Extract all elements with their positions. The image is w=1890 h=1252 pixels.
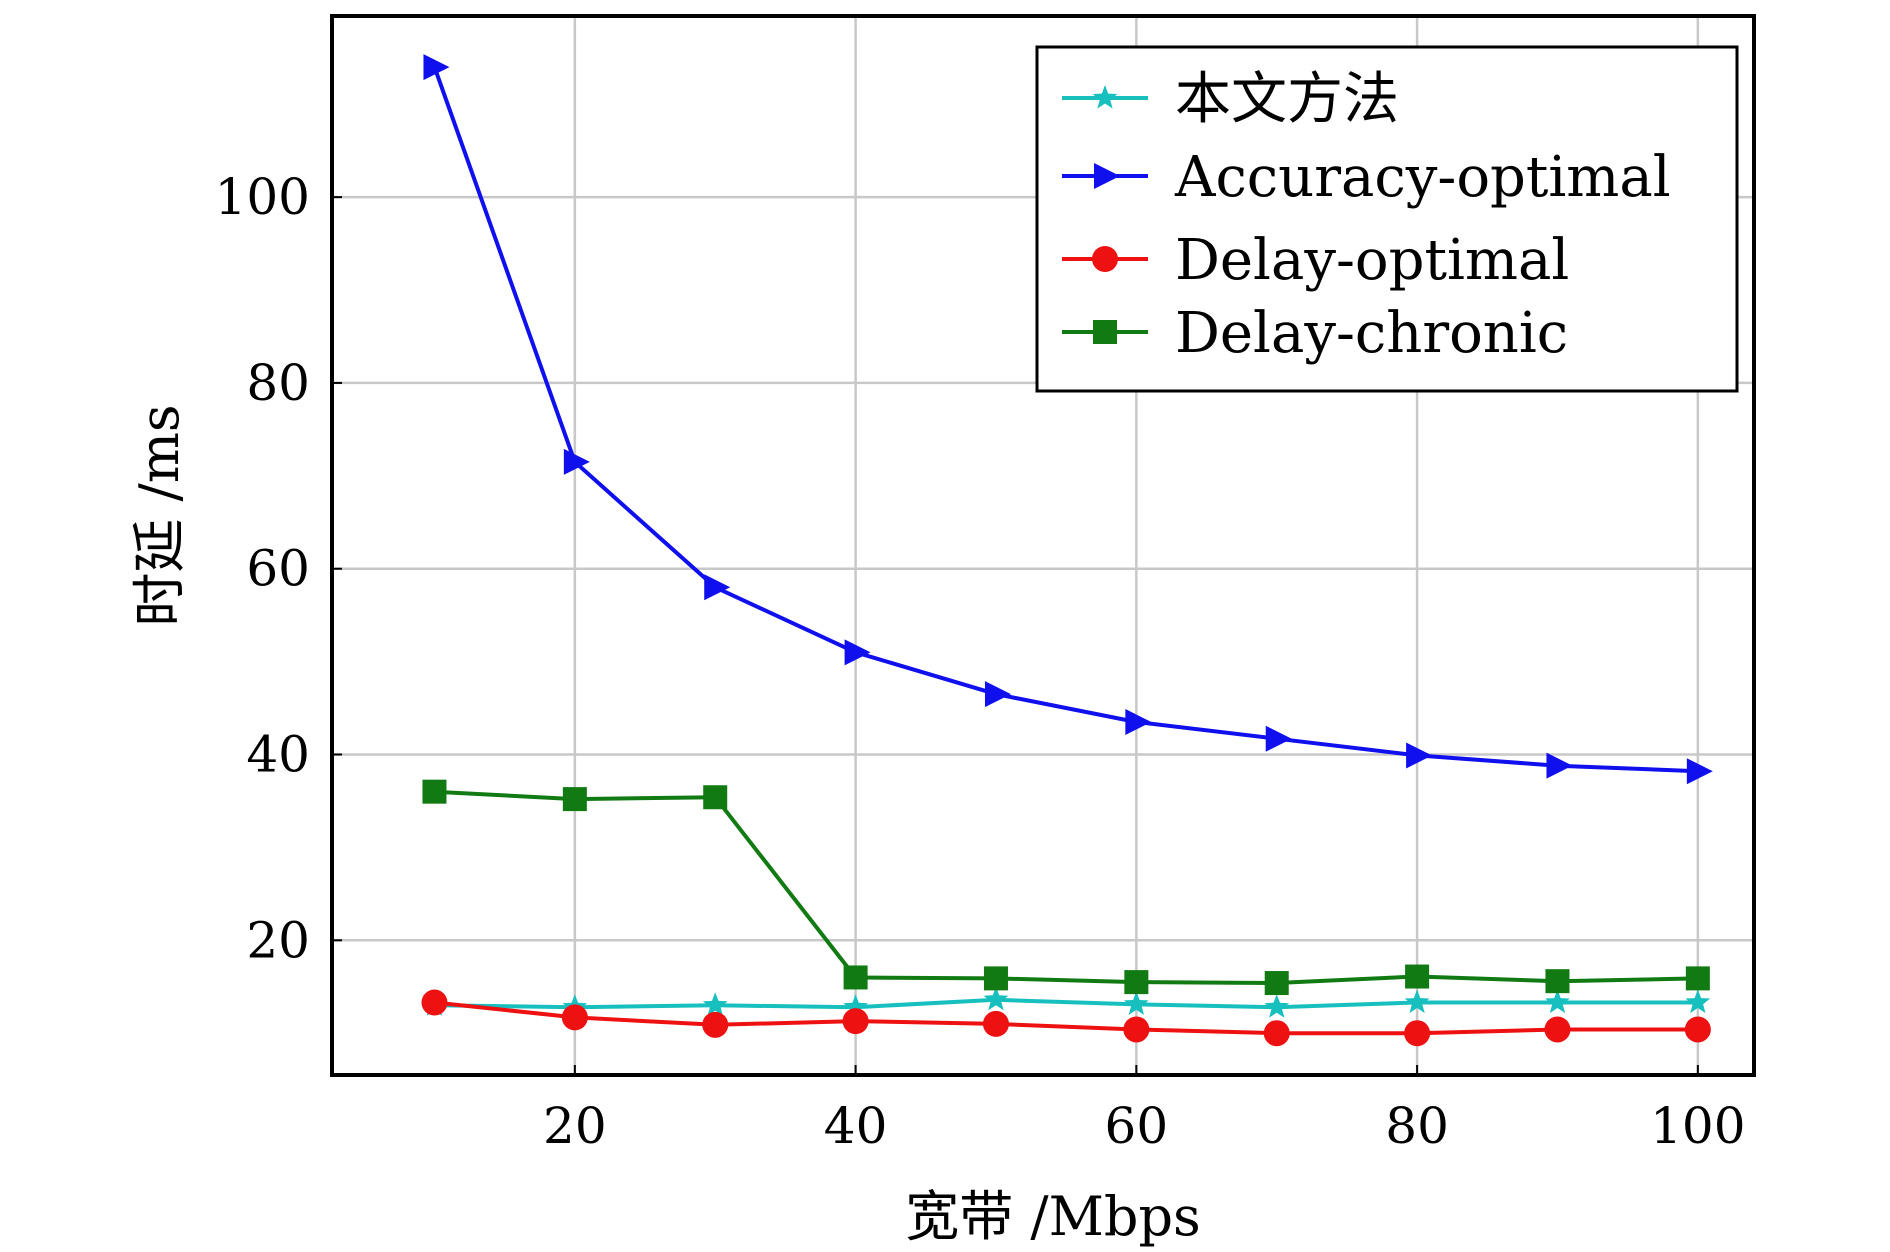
series-line <box>434 1000 1698 1036</box>
data-point <box>1125 709 1152 735</box>
data-point <box>1264 971 1289 996</box>
x-tick-label: 40 <box>824 1097 888 1155</box>
data-point <box>1546 752 1573 779</box>
y-tick-label: 60 <box>246 540 310 598</box>
legend: 本文方法 Accuracy-optimal Delay-optimal Delay-c… <box>1035 45 1739 393</box>
legend-marker <box>1092 246 1118 272</box>
data-point <box>982 1010 1009 1037</box>
data-point <box>1686 758 1713 785</box>
data-point <box>1124 991 1149 1015</box>
legend-label: Delay-chronic <box>1175 301 1568 366</box>
data-point <box>1685 989 1711 1014</box>
legend-item: Delay-chronic <box>1062 301 1568 366</box>
y-tick-label: 100 <box>215 168 310 226</box>
data-point <box>1123 1016 1150 1043</box>
x-tick-label: 20 <box>543 1097 607 1155</box>
data-point <box>422 779 447 804</box>
legend-label: Accuracy-optimal <box>1174 145 1671 210</box>
data-point <box>562 787 587 812</box>
series-2 <box>421 989 1711 1047</box>
data-point <box>1545 989 1570 1014</box>
legend-item: Delay-optimal <box>1062 228 1569 293</box>
data-point <box>844 639 871 666</box>
data-point <box>1544 1016 1571 1043</box>
legend-label: 本文方法 <box>1175 67 1399 132</box>
series-line <box>434 997 1698 1010</box>
data-point <box>983 986 1009 1011</box>
data-point <box>1406 742 1433 769</box>
series-0 <box>422 986 1711 1018</box>
y-tick-label: 40 <box>246 726 310 784</box>
data-point <box>561 1004 588 1031</box>
plot-frame <box>330 14 1756 1077</box>
y-axis-label: 时延 /ms <box>128 404 191 626</box>
series-line <box>432 66 1698 774</box>
legend-label: Delay-optimal <box>1175 228 1569 293</box>
data-point <box>1685 966 1710 991</box>
data-point <box>984 681 1011 708</box>
data-point <box>421 989 448 1016</box>
series-3 <box>422 779 1710 996</box>
x-tick-label: 80 <box>1385 1097 1449 1155</box>
data-point <box>423 54 450 81</box>
y-tick-label: 20 <box>246 911 310 969</box>
y-tick-label: 80 <box>246 354 310 412</box>
axis-ticks: 20 40 60 80 100 20 40 60 80 100 <box>215 168 1746 1155</box>
data-point <box>704 574 731 601</box>
x-tick-label: 60 <box>1105 1097 1169 1155</box>
data-point <box>563 448 590 475</box>
series-layer <box>421 54 1713 1047</box>
legend-marker <box>1094 163 1120 189</box>
data-point <box>843 965 868 990</box>
data-point <box>842 1008 869 1035</box>
data-point <box>983 966 1008 991</box>
legend-marker <box>1092 85 1118 109</box>
data-point <box>1404 989 1430 1014</box>
x-tick-label: 100 <box>1650 1097 1745 1155</box>
data-point <box>1545 969 1570 994</box>
data-point <box>702 992 728 1016</box>
data-point <box>1265 725 1292 752</box>
data-point <box>1684 1016 1711 1043</box>
data-point <box>1124 970 1149 995</box>
data-point <box>1405 964 1430 989</box>
data-point <box>1404 1020 1431 1047</box>
data-point <box>1263 1020 1290 1047</box>
series-line <box>434 789 1698 985</box>
legend-box <box>1035 45 1739 393</box>
legend-item: Accuracy-optimal <box>1062 145 1671 210</box>
x-axis-label: 宽带 /Mbps <box>905 1185 1201 1248</box>
data-point <box>702 1011 729 1038</box>
data-point <box>843 994 868 1018</box>
data-point <box>703 785 728 810</box>
legend-marker <box>1093 320 1117 344</box>
series-1 <box>423 54 1713 785</box>
data-point <box>1264 994 1290 1018</box>
legend-item: 本文方法 <box>1062 67 1399 132</box>
